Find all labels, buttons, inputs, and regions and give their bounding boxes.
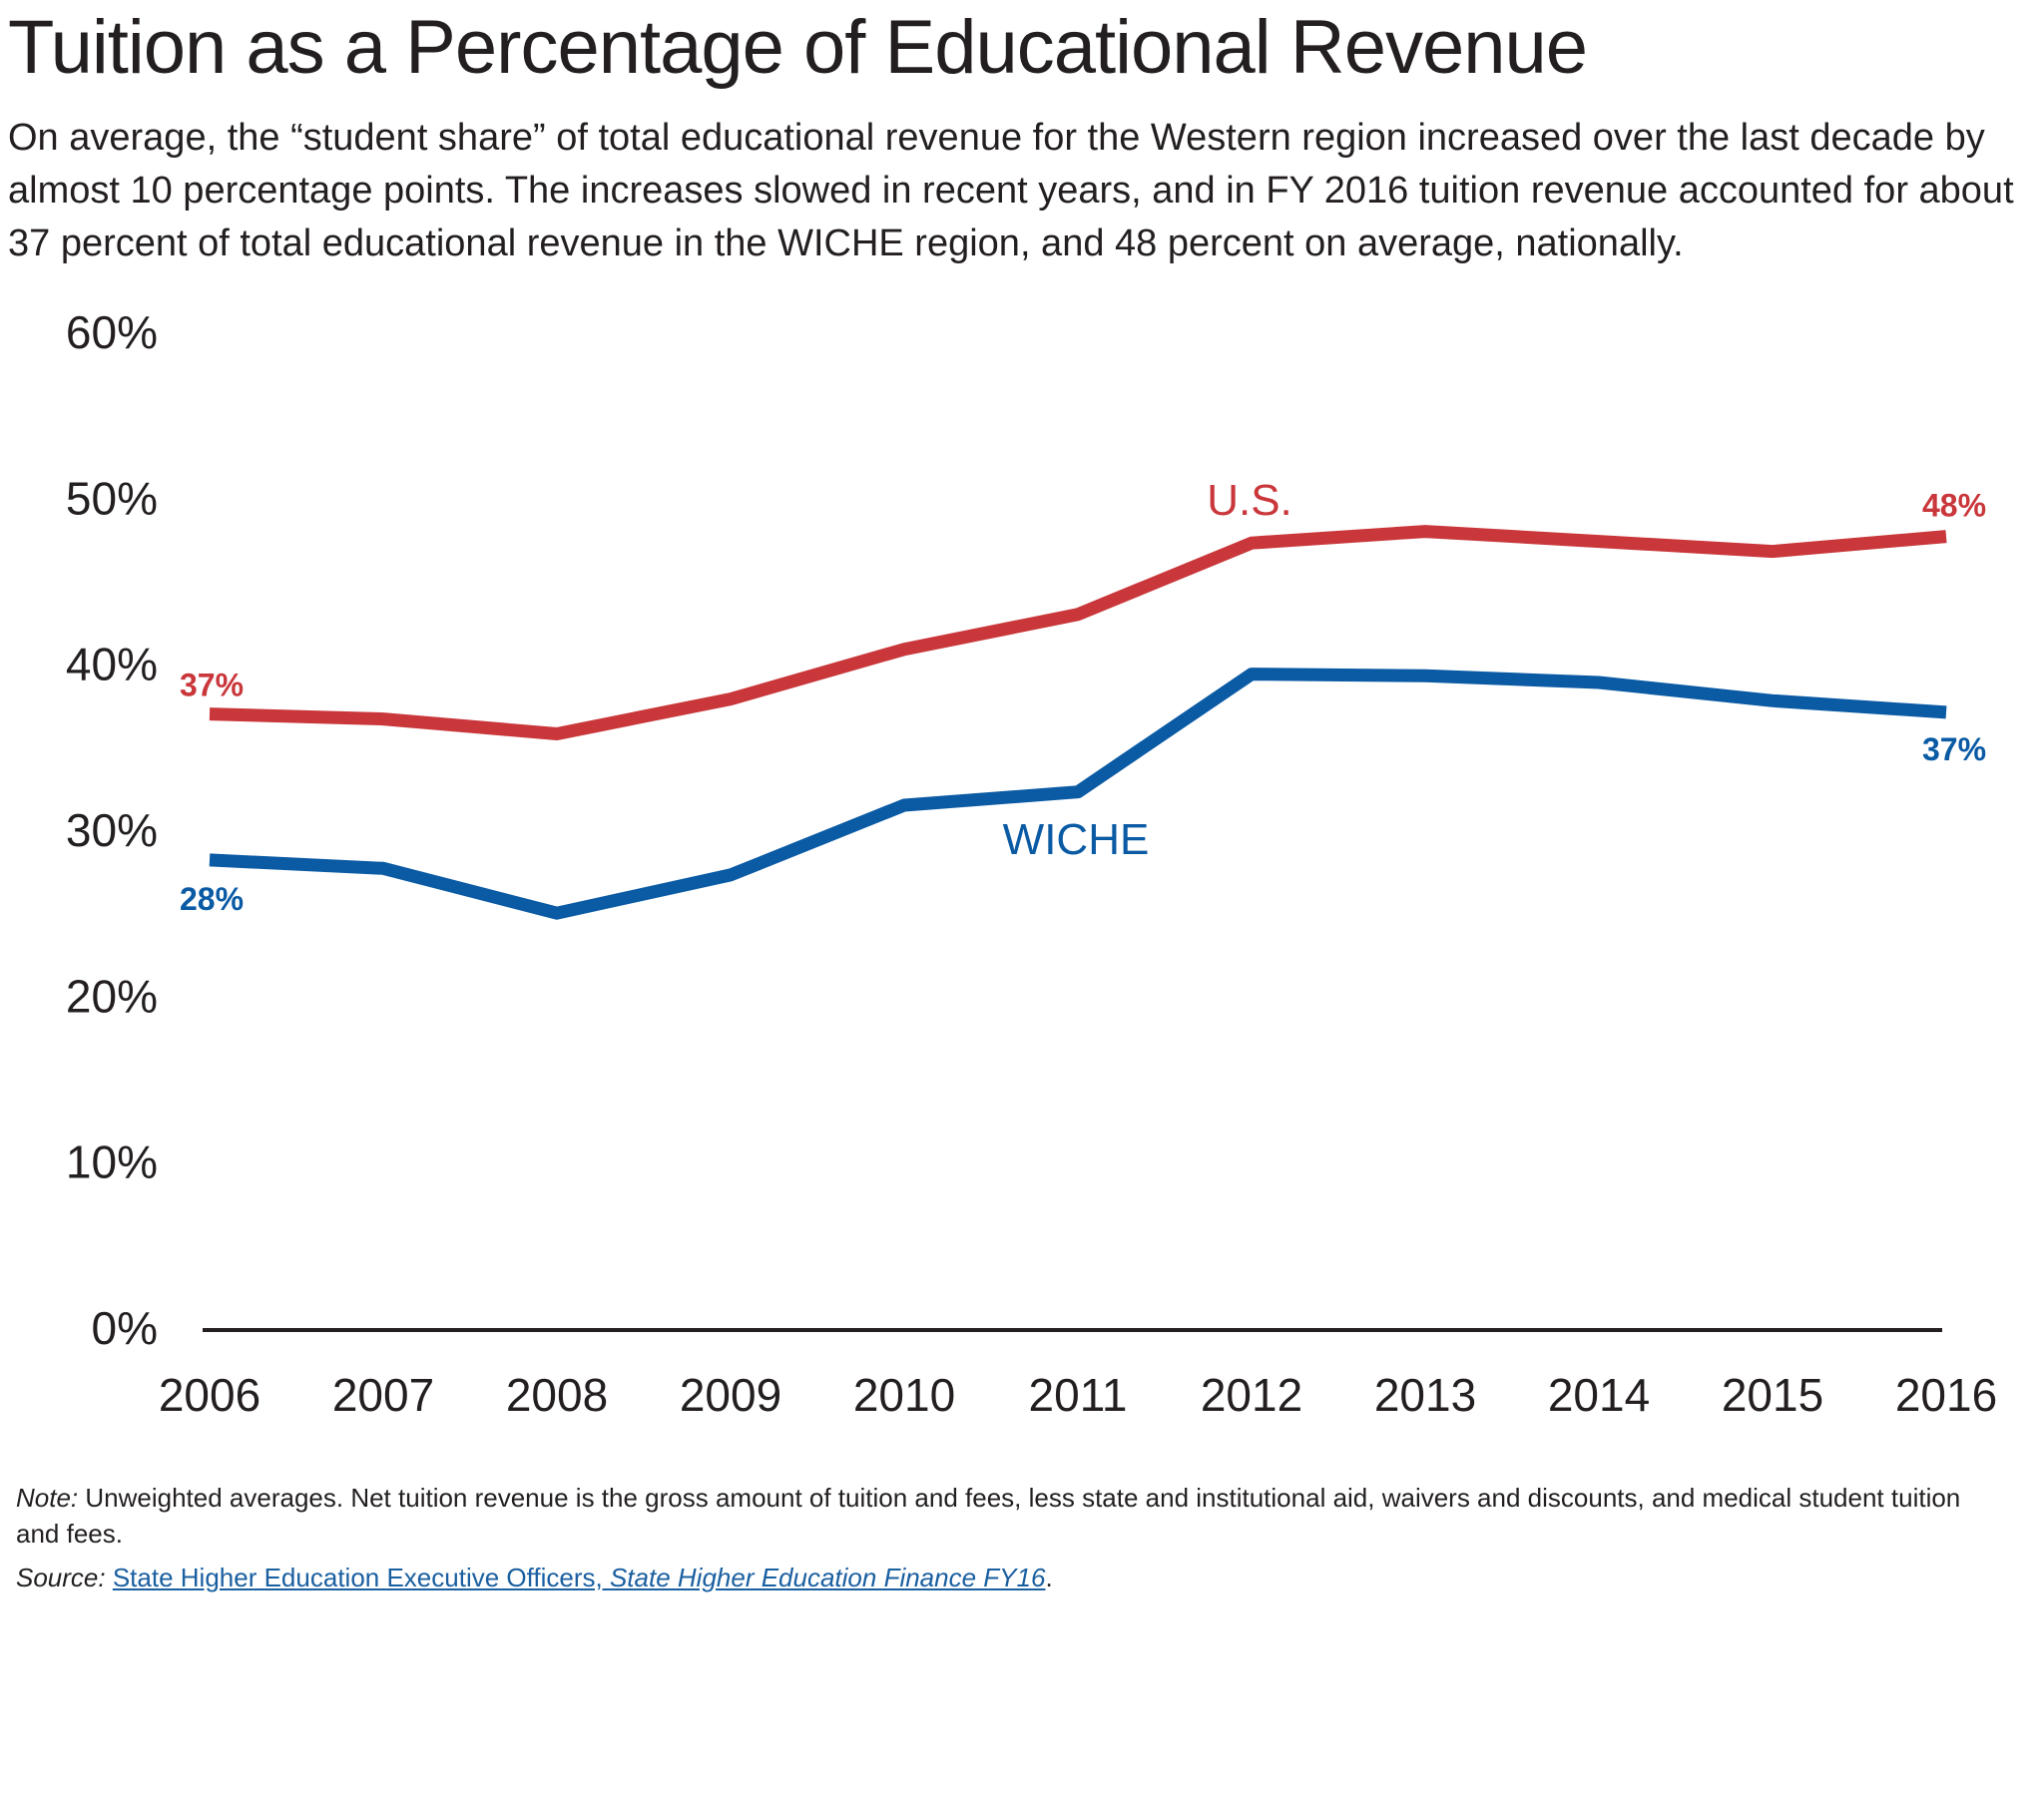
series-line-us xyxy=(209,525,1947,740)
note-line: Note: Unweighted averages. Net tuition r… xyxy=(16,1480,2002,1552)
series-name-wiche: WICHE xyxy=(1003,815,1150,864)
x-tick-label: 2016 xyxy=(1895,1369,1997,1421)
data-label-us-end: 48% xyxy=(1922,488,1986,524)
x-tick-label: 2012 xyxy=(1201,1369,1302,1421)
y-tick-label: 50% xyxy=(66,472,158,524)
source-end: . xyxy=(1045,1563,1053,1592)
page-subtitle: On average, the “student share” of total… xyxy=(8,117,2014,264)
note-text: Unweighted averages. Net tuition revenue… xyxy=(16,1483,1961,1549)
series-line-wiche xyxy=(209,668,1947,920)
source-link-italic: State Higher Education Finance FY16 xyxy=(609,1563,1046,1592)
x-tick-label: 2014 xyxy=(1548,1369,1650,1421)
x-tick-label: 2008 xyxy=(506,1369,608,1421)
y-tick-label: 30% xyxy=(66,804,158,856)
source-label: Source: xyxy=(16,1563,106,1592)
note-label: Note: xyxy=(16,1483,79,1513)
x-tick-label: 2006 xyxy=(159,1369,260,1421)
page-title: Tuition as a Percentage of Educational R… xyxy=(8,5,1588,90)
line-chart: 0% 10% 20% 30% 40% 50% 60% 2006 2007 2008 2009 2010… xyxy=(66,306,1997,1421)
y-tick-label: 0% xyxy=(92,1302,158,1354)
x-tick-label: 2013 xyxy=(1374,1369,1476,1421)
data-label-wiche-end: 37% xyxy=(1922,731,1986,767)
y-tick-label: 40% xyxy=(66,639,158,690)
x-tick-label: 2007 xyxy=(332,1369,434,1421)
data-label-us-start: 37% xyxy=(180,668,244,703)
y-tick-label: 60% xyxy=(66,306,158,358)
x-tick-label: 2009 xyxy=(680,1369,781,1421)
source-line: Source: State Higher Education Executive… xyxy=(16,1560,2002,1595)
x-tick-label: 2011 xyxy=(1029,1369,1128,1421)
y-tick-label: 20% xyxy=(66,970,158,1022)
chart-notes: Note: Unweighted averages. Net tuition r… xyxy=(16,1480,2002,1595)
source-link[interactable]: State Higher Education Executive Officer… xyxy=(113,1563,1046,1592)
x-tick-label: 2015 xyxy=(1722,1369,1823,1421)
data-label-wiche-start: 28% xyxy=(180,881,244,917)
series-name-us: U.S. xyxy=(1207,476,1292,525)
y-tick-label: 10% xyxy=(66,1136,158,1188)
x-tick-label: 2010 xyxy=(853,1369,955,1421)
source-link-text: State Higher Education Executive Officer… xyxy=(112,1563,610,1592)
